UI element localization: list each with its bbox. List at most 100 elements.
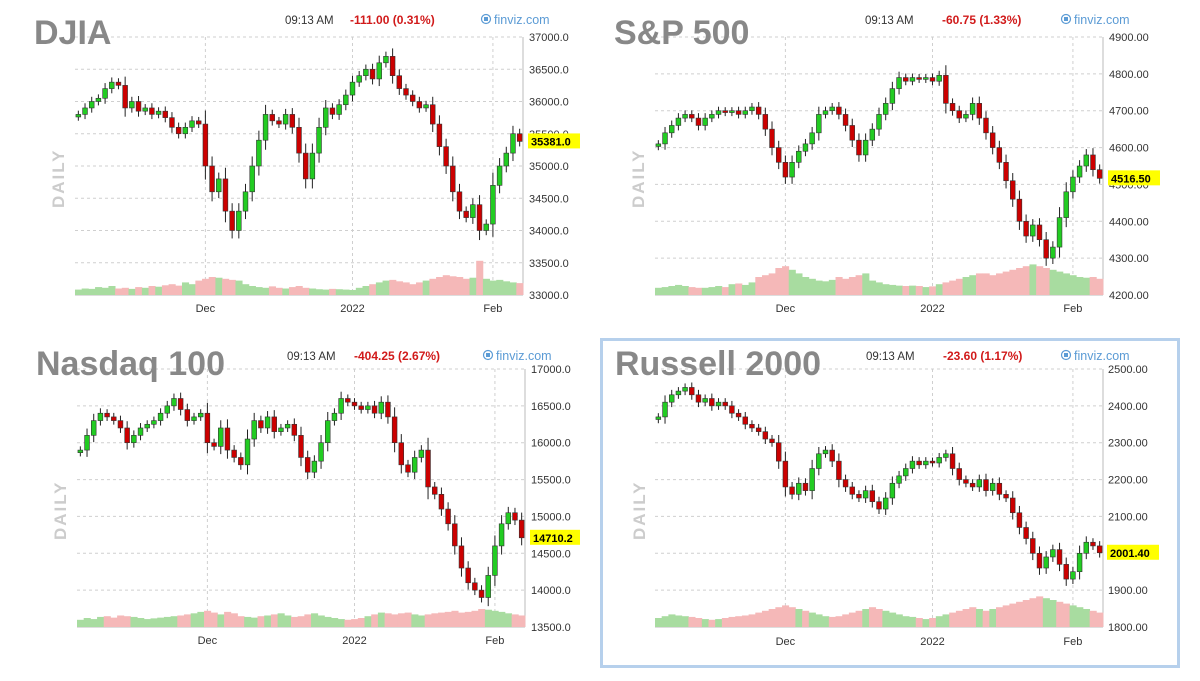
volume-bar (715, 286, 723, 295)
volume-bar (1062, 603, 1070, 627)
volume-bar (835, 277, 843, 295)
volume-bar (88, 288, 96, 295)
candle (809, 132, 815, 145)
volume-bar (282, 288, 290, 295)
volume-bar (349, 289, 357, 295)
candle (916, 460, 922, 466)
candle (189, 120, 195, 128)
x-axis: Dec 2022 Feb (198, 635, 505, 647)
candle (369, 68, 376, 80)
finviz-link[interactable]: finviz.com (1074, 13, 1130, 27)
volume-bar (1036, 596, 1044, 627)
candle (1083, 541, 1089, 554)
finviz-link[interactable]: finviz.com (1074, 349, 1130, 363)
last-price: 14710.2 (533, 533, 573, 545)
candle (923, 77, 929, 80)
volume-bar (882, 284, 890, 295)
volume-bar (110, 617, 118, 627)
y-tick-label: 36500.0 (529, 64, 569, 76)
volume-bar (357, 618, 365, 627)
candle (836, 460, 842, 480)
candle (916, 77, 922, 80)
finviz-link[interactable]: finviz.com (494, 13, 550, 27)
x-tick-label: 2022 (342, 635, 366, 647)
finviz-link[interactable]: finviz.com (496, 349, 552, 363)
volume-bar (1016, 268, 1024, 295)
candle (311, 460, 318, 473)
candle (682, 114, 688, 119)
volume-bar (835, 616, 843, 627)
volume-bar (949, 612, 957, 627)
candle (829, 449, 835, 462)
y-axis: 37000.036500.036000.035500.035000.034500… (529, 32, 569, 302)
candle (936, 457, 942, 464)
last-price: 2001.40 (1110, 548, 1150, 560)
candle (470, 204, 476, 218)
candle (463, 210, 469, 218)
volume-bar (802, 277, 810, 295)
volume-bar (675, 615, 683, 627)
candle (343, 94, 349, 106)
candle (842, 114, 849, 126)
volume-bar (498, 611, 506, 627)
candle (903, 77, 909, 82)
candle (829, 106, 835, 112)
candle (869, 128, 876, 141)
candle (316, 127, 322, 154)
candles (75, 48, 523, 241)
candle (363, 68, 369, 76)
candle (115, 81, 122, 86)
candle (1056, 549, 1063, 565)
volume-bar (217, 614, 225, 627)
chart-svg: S&P 500 DAILY 09:13 AM -60.75 (1.33%) fi… (614, 13, 1160, 315)
candle (722, 110, 728, 113)
candle (483, 223, 489, 231)
candle (391, 416, 398, 444)
candle (822, 449, 829, 455)
x-tick-label: 2022 (340, 303, 364, 315)
volume-bar (1009, 269, 1017, 295)
candle (796, 482, 802, 495)
volume-bar (842, 614, 850, 627)
candle (157, 412, 164, 421)
volume-bar (75, 289, 83, 295)
volume-bar (1082, 609, 1091, 627)
y-axis: 2500.002400.002300.002200.002100.002000.… (1108, 364, 1148, 634)
volume-bar (397, 613, 406, 627)
candle (445, 508, 451, 525)
candle (216, 178, 222, 193)
candle (775, 147, 782, 163)
volume-bar (418, 615, 426, 627)
chart-panel-djia[interactable]: DJIA DAILY 09:13 AM -111.00 (0.31%) finv… (0, 0, 580, 330)
candle (512, 512, 518, 521)
chart-panel-sp500[interactable]: S&P 500 DAILY 09:13 AM -60.75 (1.33%) fi… (600, 0, 1180, 330)
y-tick-label: 4600.00 (1109, 143, 1149, 155)
volume-bar (768, 273, 776, 295)
chart-panel-russell2000[interactable]: Russell 2000 DAILY 09:13 AM -23.60 (1.17… (600, 338, 1180, 668)
chart-panel-nasdaq100[interactable]: Nasdaq 100 DAILY 09:13 AM -404.25 (2.67%… (0, 338, 580, 668)
volume-bar (264, 615, 272, 627)
grid (655, 36, 1104, 296)
volume-bar (484, 609, 492, 627)
candle (276, 120, 282, 125)
volume-bar (868, 607, 877, 627)
volume-bar (302, 287, 310, 295)
volume-bar (389, 279, 397, 295)
candle (378, 401, 384, 414)
daily-label: DAILY (629, 149, 648, 208)
last-price-badge: 4516.50 (1108, 170, 1160, 186)
volume-bar (735, 616, 743, 627)
y-tick-label: 15500.0 (531, 475, 571, 487)
finviz-icon (480, 13, 492, 25)
x-tick-label: Dec (776, 303, 796, 315)
candle (109, 81, 115, 89)
candle (1050, 246, 1056, 259)
volume-bar (942, 282, 950, 295)
candle (191, 416, 197, 421)
volume-bar (969, 275, 977, 295)
candle (809, 468, 815, 491)
candle (169, 117, 175, 128)
candle (456, 191, 463, 212)
volume-bar (329, 288, 337, 295)
volume-bar (975, 273, 984, 295)
